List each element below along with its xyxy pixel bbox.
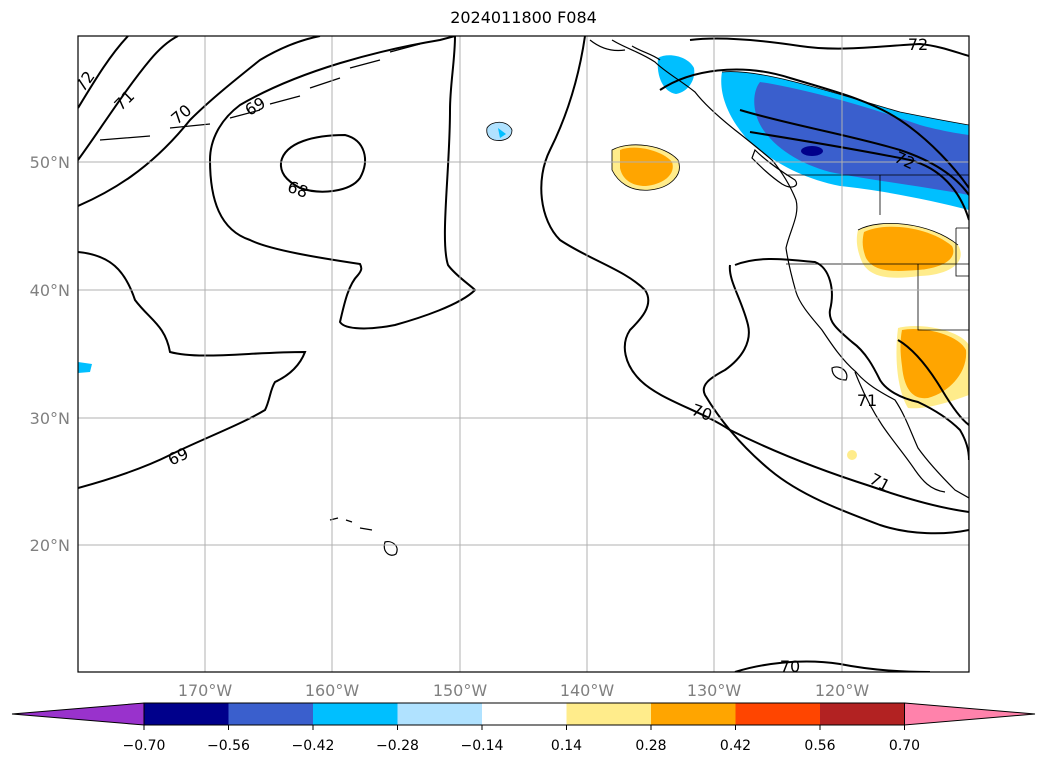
contour-label: 71 [110,86,138,114]
contour-line [689,37,969,57]
contour-line [78,36,321,207]
colorbar-segment [313,703,398,725]
positive-anomaly-region [862,226,954,271]
contour-label: 70 [167,101,195,129]
anomaly-outline [611,144,680,191]
coastline-aleutians [99,43,421,141]
colorbar-extend-low [11,702,145,726]
contour-line [739,109,969,196]
colorbar-frame [143,702,905,726]
colorbar-tick-label: −0.42 [292,738,335,754]
colorbar-segment [566,703,651,725]
colorbar-segment [397,703,482,725]
lon-label: 170°W [178,681,233,700]
coastline-baja [854,371,946,493]
lon-label: 140°W [560,681,615,700]
contour-label: 71 [857,391,877,410]
colorbar-segment [651,703,736,725]
contour-label: 69 [242,93,269,120]
lon-axis: 170°W 160°W 150°W 140°W 130°W 120°W [178,681,870,700]
page-title: 2024011800 F084 [450,8,597,27]
colorbar-segment [482,703,567,725]
lon-label: 160°W [305,681,360,700]
contour-line [78,36,129,109]
colorbar-tick-label: −0.28 [376,738,419,754]
contour-line [540,36,969,513]
colorbar-segment [820,703,905,725]
hawaii-islands [329,517,398,556]
negative-anomaly-region [78,362,92,373]
colorbar: −0.70 −0.56 −0.42 −0.28 −0.14 0.14 0.28 … [11,702,1036,754]
lat-label: 50°N [30,153,70,172]
graticule [78,36,969,672]
contour-line [659,68,969,189]
contour-line [897,339,969,426]
contour-label: 70 [780,657,800,676]
contour-line [78,251,307,489]
shading-layer [78,55,969,460]
contour-label: 72 [908,35,928,54]
anomaly-outline [721,71,969,126]
coastline-north-america [611,39,969,499]
lat-label: 40°N [30,281,70,300]
colorbar-segment [735,703,820,725]
lat-axis: 50°N 40°N 30°N 20°N [30,153,70,555]
colorbar-tick-label: −0.70 [123,738,166,754]
colorbar-ticks [143,725,905,730]
coastline-vancouver-island [751,148,798,188]
lon-label: 150°W [433,681,488,700]
colorbar-tick-label: −0.56 [207,738,250,754]
contour-line [208,36,477,330]
state-boundary [786,174,969,331]
positive-anomaly-region [620,147,673,186]
colorbar-tick-label: 0.28 [635,738,666,754]
lat-label: 20°N [30,536,70,555]
contour-line [734,660,931,672]
colorbar-extend-high [904,702,1036,726]
contour-line [734,258,969,461]
guadalupe-island [831,366,848,381]
colorbar-tick-label: −0.14 [461,738,504,754]
lat-label: 30°N [30,409,70,428]
map-frame [77,35,970,673]
negative-anomaly-region [498,128,506,138]
anomaly-outline [857,223,959,246]
positive-anomaly-region [900,328,967,399]
colorbar-tick-label: 0.56 [804,738,835,754]
contour-line [702,264,969,535]
negative-anomaly-core [801,146,823,156]
colorbar-tick-label: 0.70 [889,738,920,754]
lon-label: 130°W [687,681,742,700]
lon-label: 120°W [815,681,870,700]
coastline-layer [99,39,969,556]
contour-line [749,131,969,221]
map-panel: 72 71 70 69 68 69 70 70 71 71 72 72 [71,35,970,676]
contour-label: 72 [71,67,98,95]
colorbar-segment [228,703,313,725]
contour-line [279,133,366,193]
colorbar-segment [144,703,229,725]
negative-anomaly-region [754,82,969,195]
coastline-alaska-panhandle [589,39,661,61]
colorbar-tick-label: 0.42 [720,738,751,754]
anomaly-outline [486,121,513,141]
contour-line [78,36,179,161]
contour-layer-thin [486,71,969,246]
colorbar-tick-label: 0.14 [551,738,582,754]
positive-anomaly-spot [847,450,857,460]
contour-layer [78,36,969,672]
